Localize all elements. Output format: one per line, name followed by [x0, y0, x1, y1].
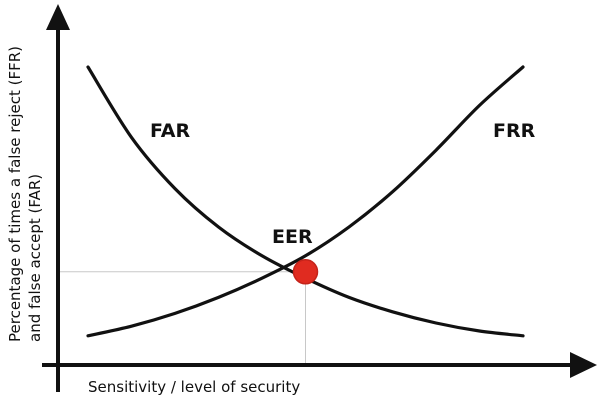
frr-label: FRR	[493, 120, 536, 142]
x-axis-arrowhead	[570, 352, 597, 378]
eer-point	[292, 259, 319, 285]
frr-curve	[86, 65, 525, 338]
x-axis-label: Sensitivity / level of security	[88, 378, 300, 396]
y-axis-label-line-1: Percentage of times a false reject (FFR)	[6, 46, 24, 342]
y-axis-arrowhead	[46, 4, 70, 30]
eer-label: EER	[272, 226, 313, 248]
far-label: FAR	[150, 120, 191, 142]
y-axis-label-line-2: and false accept (FAR)	[26, 174, 44, 342]
